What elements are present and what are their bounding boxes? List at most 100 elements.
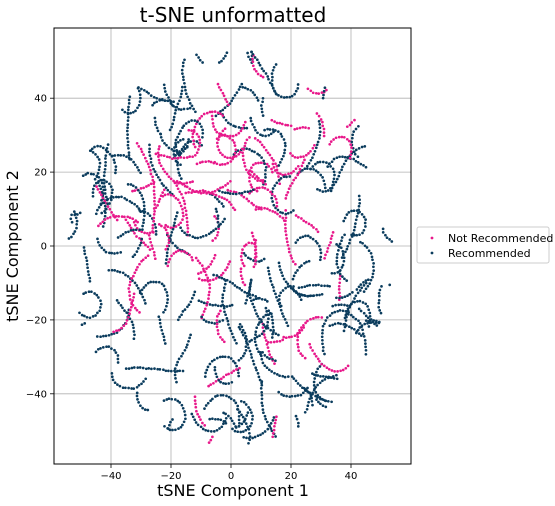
point-recommended: [173, 369, 176, 373]
point-recommended: [178, 99, 181, 103]
point-recommended: [357, 124, 360, 128]
point-not-recommended: [223, 197, 226, 201]
point-not-recommended: [231, 134, 235, 138]
point-not-recommended: [248, 191, 251, 195]
point-recommended: [266, 324, 269, 327]
point-recommended: [178, 401, 182, 404]
point-recommended: [390, 240, 394, 243]
point-recommended: [227, 395, 231, 399]
point-recommended: [114, 168, 118, 172]
point-recommended: [250, 411, 253, 414]
point-not-recommended: [242, 123, 246, 127]
point-not-recommended: [167, 238, 171, 242]
point-not-recommended: [276, 212, 279, 216]
point-recommended: [270, 429, 274, 433]
point-not-recommended: [234, 154, 238, 158]
point-recommended: [311, 403, 314, 407]
point-recommended: [351, 315, 355, 319]
point-recommended: [314, 390, 318, 394]
point-recommended: [158, 98, 162, 101]
point-recommended: [97, 158, 101, 161]
point-not-recommended: [289, 152, 292, 155]
point-recommended: [165, 254, 169, 258]
point-recommended: [70, 213, 73, 217]
point-not-recommended: [123, 215, 126, 219]
point-recommended: [165, 258, 168, 261]
point-recommended: [320, 284, 323, 288]
point-not-recommended: [134, 219, 138, 222]
point-recommended: [343, 155, 347, 159]
point-recommended: [316, 367, 320, 371]
point-not-recommended: [296, 156, 300, 159]
point-not-recommended: [157, 223, 161, 226]
point-recommended: [254, 295, 258, 298]
point-recommended: [116, 153, 120, 157]
point-recommended: [93, 292, 96, 295]
point-recommended: [296, 269, 299, 272]
point-recommended: [126, 108, 130, 112]
point-recommended: [174, 141, 177, 145]
point-recommended: [318, 137, 321, 140]
point-not-recommended: [158, 197, 162, 201]
point-not-recommended: [219, 88, 223, 92]
point-recommended: [184, 122, 188, 125]
point-recommended: [261, 96, 265, 100]
point-recommended: [331, 304, 335, 308]
point-not-recommended: [242, 195, 246, 199]
point-recommended: [138, 291, 142, 295]
point-not-recommended: [117, 328, 121, 332]
point-recommended: [136, 247, 140, 250]
point-recommended: [202, 318, 206, 322]
point-recommended: [159, 325, 163, 329]
point-recommended: [303, 261, 306, 265]
point-not-recommended: [264, 148, 268, 152]
point-recommended: [84, 256, 88, 259]
point-not-recommended: [153, 257, 157, 261]
point-recommended: [175, 214, 178, 218]
point-recommended: [209, 399, 212, 403]
point-recommended: [181, 423, 184, 427]
point-recommended: [324, 319, 328, 322]
point-not-recommended: [284, 229, 287, 233]
point-recommended: [180, 229, 184, 233]
point-not-recommended: [207, 441, 211, 444]
point-recommended: [381, 231, 385, 234]
point-not-recommended: [220, 273, 223, 277]
point-recommended: [364, 342, 367, 345]
point-recommended: [260, 391, 264, 394]
point-recommended: [200, 125, 203, 129]
point-not-recommended: [270, 167, 273, 171]
point-recommended: [226, 319, 230, 323]
point-not-recommended: [152, 185, 156, 189]
point-not-recommended: [316, 357, 320, 361]
point-recommended: [190, 104, 194, 108]
point-not-recommended: [181, 211, 185, 215]
point-not-recommended: [152, 193, 156, 196]
point-not-recommended: [259, 161, 263, 165]
point-recommended: [117, 301, 120, 305]
point-recommended: [268, 81, 272, 85]
point-not-recommended: [190, 129, 193, 132]
point-not-recommended: [272, 340, 276, 344]
point-not-recommended: [182, 250, 186, 253]
point-recommended: [227, 382, 231, 385]
point-recommended: [360, 325, 363, 329]
point-not-recommended: [273, 424, 276, 428]
point-not-recommended: [304, 126, 307, 129]
point-not-recommended: [350, 146, 353, 149]
point-recommended: [165, 398, 169, 401]
point-recommended: [174, 377, 177, 380]
point-not-recommended: [146, 162, 150, 166]
point-not-recommended: [316, 230, 320, 234]
point-recommended: [348, 241, 351, 245]
point-not-recommended: [163, 193, 167, 197]
point-recommended: [333, 271, 336, 275]
point-not-recommended: [226, 188, 230, 192]
point-recommended: [172, 149, 176, 153]
point-not-recommended: [258, 140, 262, 144]
point-recommended: [196, 120, 199, 124]
point-recommended: [102, 178, 105, 182]
point-recommended: [270, 79, 274, 82]
point-recommended: [176, 369, 179, 373]
point-recommended: [336, 271, 340, 274]
